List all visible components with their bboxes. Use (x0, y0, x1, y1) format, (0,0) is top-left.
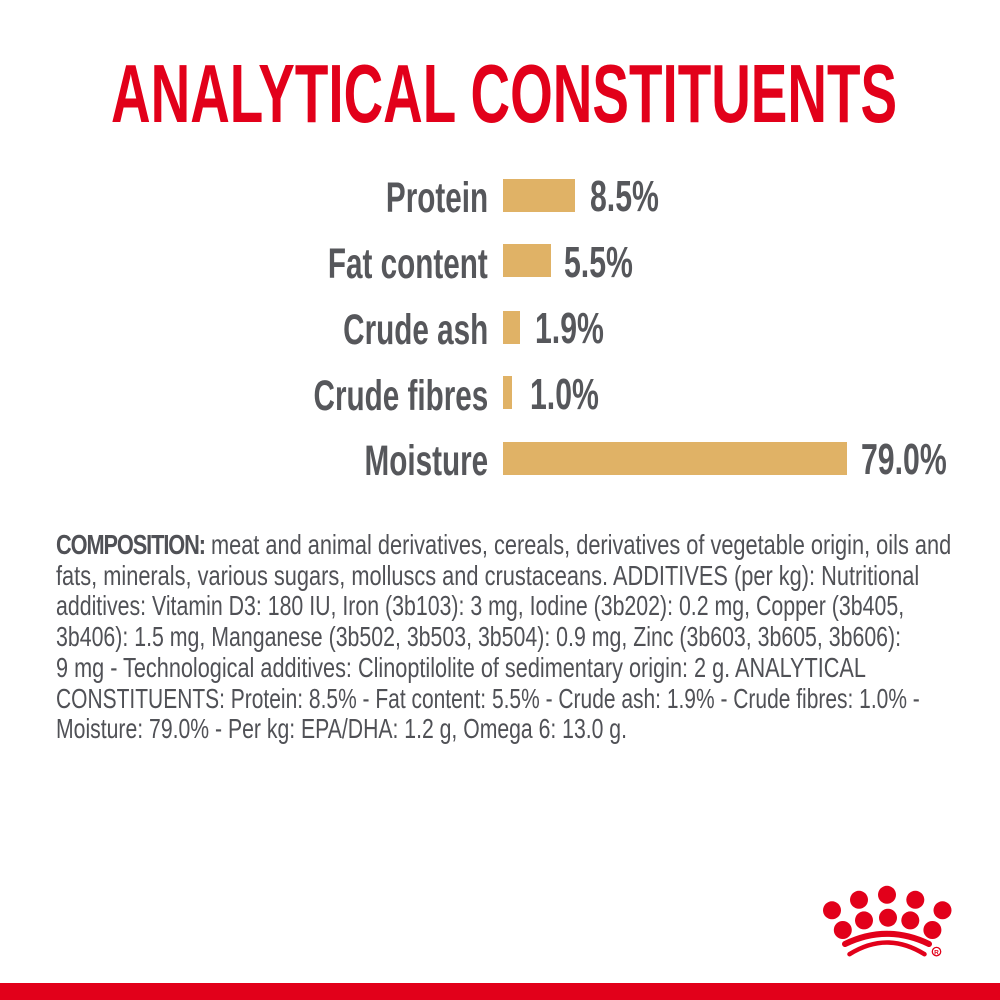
svg-text:R: R (934, 949, 939, 956)
